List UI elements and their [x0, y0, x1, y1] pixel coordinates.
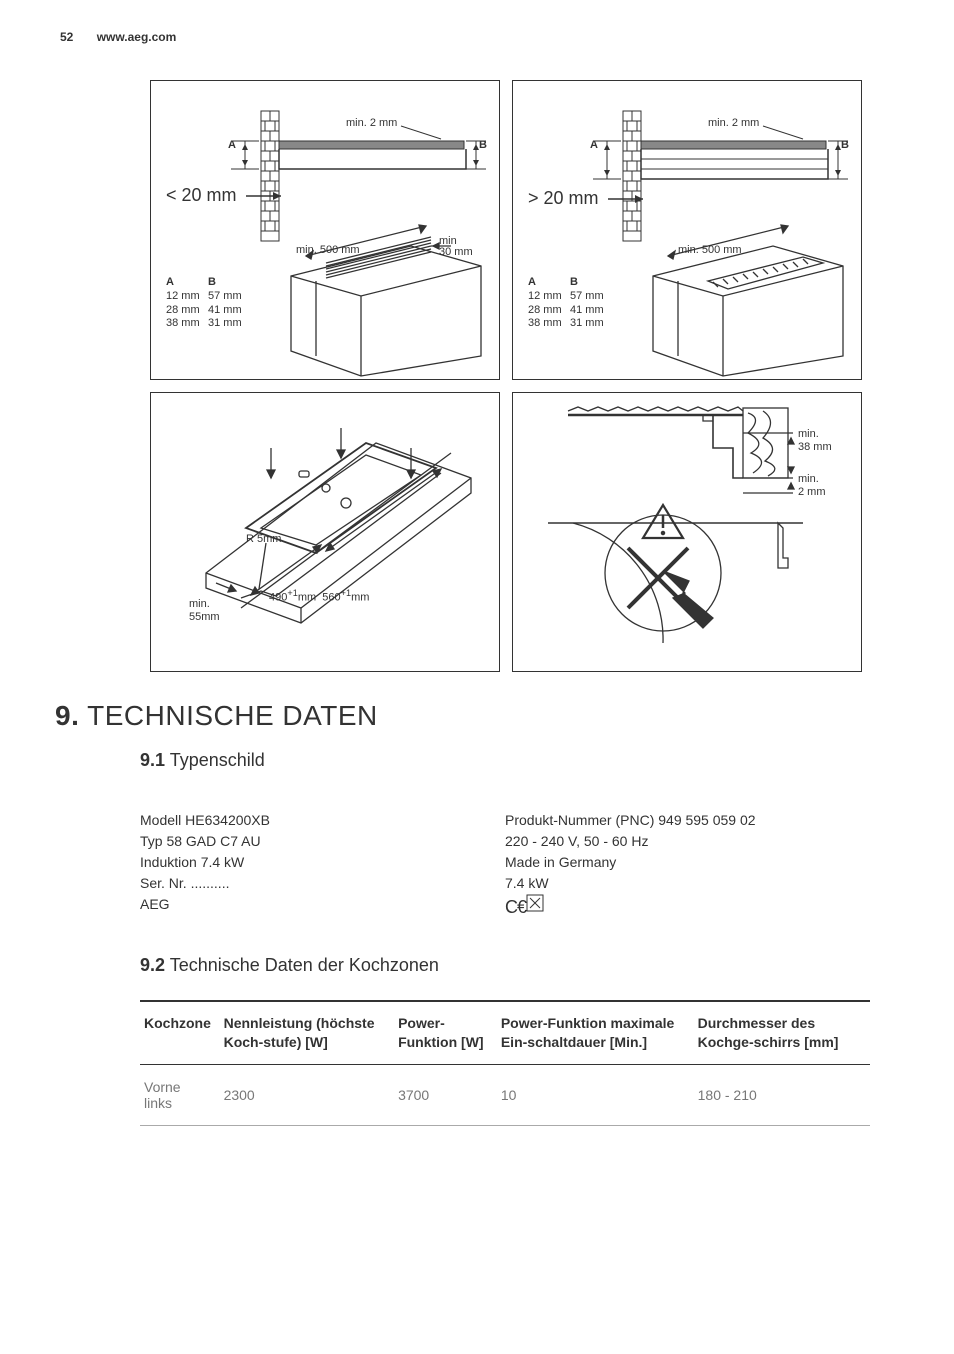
diagram-install-lt20: min. 2 mm A B < 20 mm min. 500 mm min 30…: [150, 80, 500, 380]
ce-mark-icon: C€: [505, 897, 526, 917]
diagram-cutout: R 5mm min. 55mm 490+1mm 560+1mm: [150, 392, 500, 672]
section-number: 9.: [55, 700, 79, 731]
label-a: A: [228, 139, 236, 151]
label-min500: min. 500 mm: [678, 244, 742, 256]
ce-mark-line: C€: [505, 894, 870, 921]
label-a: A: [590, 139, 598, 151]
diagram-svg: [151, 393, 501, 673]
col-header: Power-Funktion [W]: [394, 1001, 497, 1064]
ab-table: AB 12 mm57 mm 28 mm41 mm 38 mm31 mm: [166, 276, 242, 331]
label-condition: > 20 mm: [528, 188, 599, 209]
cell: 2300: [220, 1064, 394, 1125]
diagram-install-gt20: min. 2 mm A B > 20 mm min. 500 mm AB 12 …: [512, 80, 862, 380]
typeplate-line: Modell HE634200XB: [140, 810, 505, 831]
label-radius: R 5mm: [246, 533, 281, 545]
label-min2: min. 2 mm: [798, 473, 826, 498]
label-min2mm: min. 2 mm: [708, 117, 759, 129]
label-min2mm: min. 2 mm: [346, 117, 397, 129]
header-url: www.aeg.com: [97, 30, 177, 44]
page-header: 52 www.aeg.com: [60, 30, 176, 44]
typeplate-left: Modell HE634200XB Typ 58 GAD C7 AU Induk…: [140, 810, 505, 921]
typeplate-line: Made in Germany: [505, 852, 870, 873]
label-min38: min. 38 mm: [798, 428, 832, 453]
diagram-clearance: min. 38 mm min. 2 mm: [512, 392, 862, 672]
label-b: B: [841, 139, 849, 151]
cell: 180 - 210: [694, 1064, 870, 1125]
label-cutout-dims: 490+1mm 560+1mm: [269, 588, 369, 604]
typeplate-line: AEG: [140, 894, 505, 915]
label-min500: min. 500 mm: [296, 244, 360, 256]
col-header: Durchmesser des Kochge‐schirrs [mm]: [694, 1001, 870, 1064]
diagram-svg: [513, 81, 863, 381]
typeplate-line: Typ 58 GAD C7 AU: [140, 831, 505, 852]
typeplate-right: Produkt-Nummer (PNC) 949 595 059 02 220 …: [505, 810, 870, 921]
typeplate-line: 7.4 kW: [505, 873, 870, 894]
section-title: TECHNISCHE DATEN: [87, 700, 378, 731]
label-b: B: [479, 139, 487, 151]
cell: 10: [497, 1064, 694, 1125]
page-number: 52: [60, 30, 73, 44]
spec-table: Kochzone Nennleistung (höchste Koch‐stuf…: [140, 1000, 870, 1126]
section-heading: 9. TECHNISCHE DATEN: [55, 700, 378, 732]
diagram-grid: min. 2 mm A B < 20 mm min. 500 mm min 30…: [150, 80, 870, 672]
typeplate-line: Produkt-Nummer (PNC) 949 595 059 02: [505, 810, 870, 831]
label-min30: min 30 mm: [439, 236, 473, 258]
cell: 3700: [394, 1064, 497, 1125]
typeplate-line: 220 - 240 V, 50 - 60 Hz: [505, 831, 870, 852]
ab-table: AB 12 mm57 mm 28 mm41 mm 38 mm31 mm: [528, 276, 604, 331]
typeplate-block: Modell HE634200XB Typ 58 GAD C7 AU Induk…: [140, 810, 870, 921]
typeplate-line: Ser. Nr. ..........: [140, 873, 505, 894]
subsection-heading-9-2: 9.2 Technische Daten der Kochzonen: [140, 955, 439, 976]
col-header: Kochzone: [140, 1001, 220, 1064]
label-condition: < 20 mm: [166, 185, 237, 206]
typeplate-line: Induktion 7.4 kW: [140, 852, 505, 873]
col-header: Nennleistung (höchste Koch‐stufe) [W]: [220, 1001, 394, 1064]
subsection-heading-9-1: 9.1 Typenschild: [140, 750, 265, 771]
table-header-row: Kochzone Nennleistung (höchste Koch‐stuf…: [140, 1001, 870, 1064]
col-header: Power-Funktion maximale Ein‐schaltdauer …: [497, 1001, 694, 1064]
table-row: Vorne links 2300 3700 10 180 - 210: [140, 1064, 870, 1125]
recycle-icon: [526, 894, 544, 912]
label-min55: min. 55mm: [189, 598, 220, 623]
diagram-svg: [151, 81, 501, 381]
cell: Vorne links: [140, 1064, 220, 1125]
